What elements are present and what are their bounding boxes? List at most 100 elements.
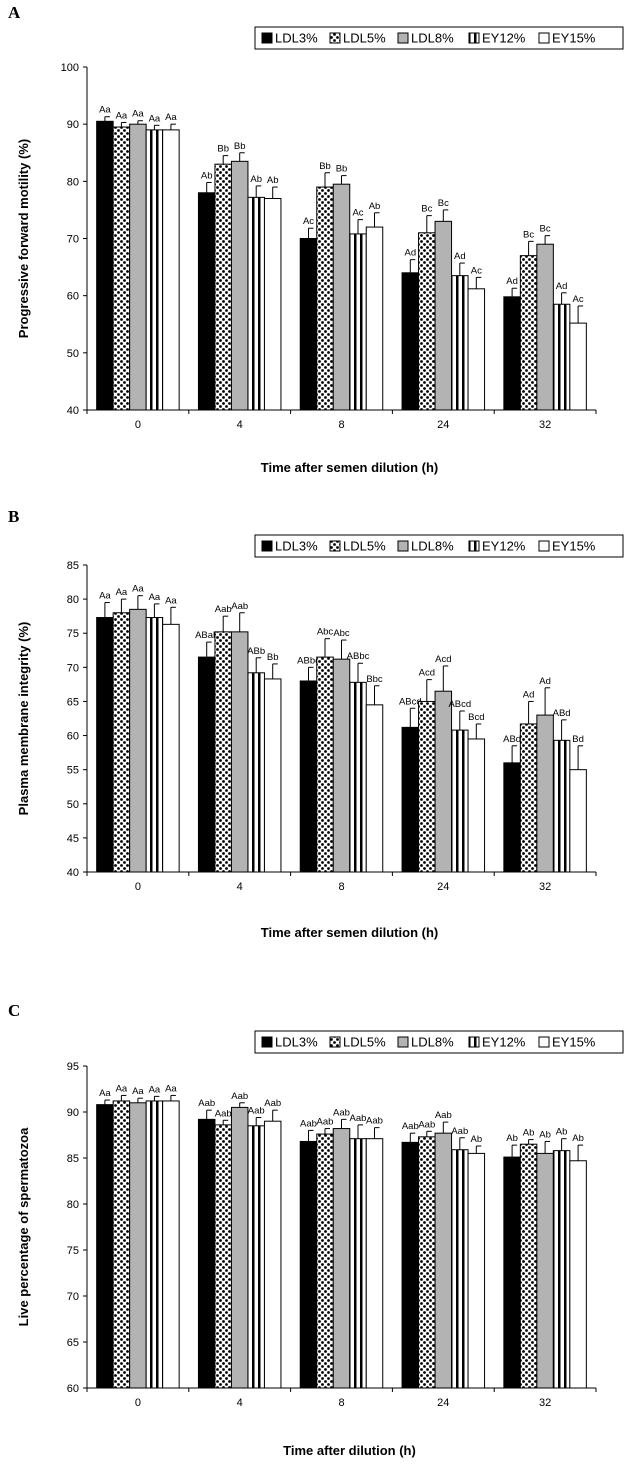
- x-tick-label: 4: [237, 881, 243, 893]
- legend-entry: EY12%: [482, 1035, 526, 1050]
- y-tick-label: 80: [67, 1199, 79, 1211]
- x-axis-title: Time after semen dilution (h): [261, 925, 438, 940]
- bar: [451, 1149, 469, 1389]
- legend-entry: LDL3%: [275, 1035, 318, 1050]
- bar: [552, 303, 571, 411]
- significance-label: Aa: [132, 109, 144, 120]
- bar: [316, 1133, 334, 1389]
- significance-label: Aa: [116, 110, 128, 121]
- bar: [263, 678, 282, 873]
- bar: [451, 275, 469, 411]
- bar: [263, 197, 282, 411]
- legend-swatch: [468, 540, 480, 552]
- legend-swatch: [397, 1036, 409, 1048]
- bar: [332, 1128, 351, 1389]
- legend-entry: LDL5%: [343, 31, 386, 46]
- significance-label: Aab: [317, 1117, 334, 1128]
- bar: [129, 608, 147, 873]
- legend-swatch: [397, 32, 409, 44]
- legend-entry: LDL3%: [275, 539, 318, 554]
- bar: [401, 1141, 420, 1389]
- significance-label: Aab: [215, 1108, 232, 1119]
- y-axis-title: Live percentage of spermatozoa: [16, 1127, 31, 1326]
- x-tick-label: 8: [338, 419, 344, 431]
- bar: [536, 243, 554, 411]
- bar: [536, 1152, 554, 1389]
- significance-label: Ad: [454, 251, 466, 262]
- significance-label: ABbc: [297, 655, 320, 666]
- bar: [434, 690, 453, 873]
- x-tick-label: 8: [338, 881, 344, 893]
- bar: [519, 255, 538, 411]
- bar: [349, 1138, 367, 1389]
- legend-entry: EY15%: [552, 31, 596, 46]
- bar: [418, 232, 436, 411]
- bar: [519, 1143, 538, 1389]
- legend-swatch: [538, 540, 550, 552]
- bar: [96, 617, 114, 873]
- bar: [365, 226, 384, 411]
- y-tick-label: 80: [67, 176, 79, 188]
- significance-label: Aa: [99, 105, 111, 116]
- significance-label: Bc: [438, 198, 449, 209]
- significance-label: Bcd: [468, 712, 484, 723]
- y-tick-label: 45: [67, 833, 79, 845]
- legend-entry: LDL8%: [411, 539, 454, 554]
- significance-label: Ab: [369, 201, 381, 212]
- bar: [503, 1156, 521, 1389]
- significance-label: Acd: [435, 654, 451, 665]
- significance-label: ABab: [195, 630, 218, 641]
- y-tick-label: 70: [67, 1291, 79, 1303]
- y-tick-label: 75: [67, 1245, 79, 1257]
- significance-label: Ad: [556, 281, 568, 292]
- significance-label: Ad: [539, 676, 551, 687]
- significance-label: Bb: [234, 141, 246, 152]
- significance-label: Aab: [366, 1116, 383, 1127]
- y-tick-label: 65: [67, 696, 79, 708]
- significance-label: Ab: [556, 1127, 568, 1138]
- legend-entry: EY12%: [482, 31, 526, 46]
- bar: [467, 288, 486, 411]
- y-tick-label: 80: [67, 594, 79, 606]
- y-tick-label: 75: [67, 628, 79, 640]
- bar: [536, 714, 554, 873]
- bar: [467, 738, 486, 873]
- significance-label: Aab: [264, 1098, 281, 1109]
- significance-label: Ac: [303, 216, 314, 227]
- x-tick-label: 32: [539, 881, 551, 893]
- bar: [230, 160, 249, 411]
- y-tick-label: 70: [67, 234, 79, 246]
- x-tick-label: 24: [437, 881, 449, 893]
- panel-letter: A: [8, 3, 21, 22]
- bar: [434, 220, 453, 411]
- significance-label: Ab: [523, 1128, 535, 1139]
- significance-label: Aa: [116, 1083, 128, 1094]
- legend-entry: LDL5%: [343, 1035, 386, 1050]
- legend-swatch: [261, 1036, 273, 1048]
- y-axis-title: Plasma membrane integrity (%): [16, 622, 31, 816]
- significance-label: Bc: [421, 204, 432, 215]
- bar: [569, 322, 587, 411]
- panel-letter: C: [8, 1001, 20, 1020]
- significance-label: Abc: [333, 628, 350, 639]
- y-tick-label: 60: [67, 291, 79, 303]
- bar: [214, 631, 232, 873]
- significance-label: Aa: [132, 584, 144, 595]
- significance-label: Aa: [165, 112, 177, 123]
- bar: [112, 1100, 131, 1389]
- bar: [503, 762, 521, 873]
- bar: [129, 1102, 147, 1389]
- significance-label: ABcd: [448, 699, 471, 710]
- bar: [349, 681, 367, 873]
- bar: [162, 623, 180, 873]
- significance-label: Aab: [451, 1126, 468, 1137]
- legend-swatch: [538, 32, 550, 44]
- bar: [145, 129, 164, 411]
- bar: [112, 126, 131, 411]
- significance-label: Aab: [215, 604, 232, 615]
- significance-label: Abc: [317, 627, 334, 638]
- bar: [162, 129, 180, 411]
